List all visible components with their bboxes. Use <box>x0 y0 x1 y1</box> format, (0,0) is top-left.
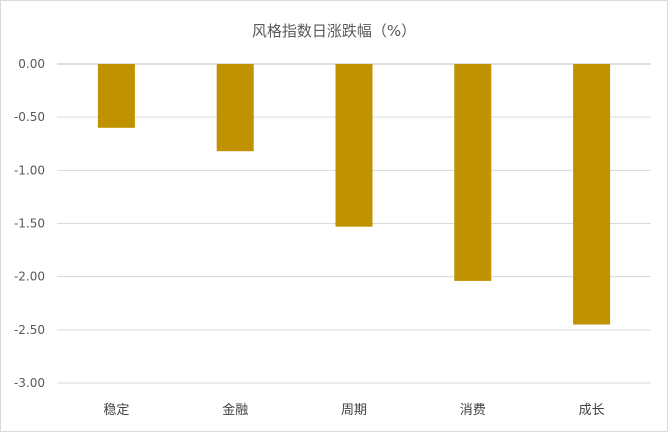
bars <box>97 64 611 325</box>
bar-2 <box>335 64 373 227</box>
y-tick-label: 0.00 <box>18 57 45 71</box>
category-label: 金融 <box>222 402 248 418</box>
y-tick-label: -2.50 <box>14 323 45 337</box>
category-label: 成长 <box>579 403 605 418</box>
category-label: 周期 <box>341 403 367 418</box>
category-label: 稳定 <box>103 402 129 418</box>
y-tick-label: -0.50 <box>14 110 45 124</box>
category-labels: 稳定 金融 周期 消费 成长 <box>103 402 604 418</box>
y-tick-label: -3.00 <box>14 376 45 390</box>
y-tick-label: -1.50 <box>14 217 45 231</box>
bar-1 <box>216 64 254 152</box>
y-tick-label: -2.00 <box>14 270 45 284</box>
bar-4 <box>573 64 611 325</box>
chart-title: 风格指数日涨跌幅（%） <box>252 22 416 40</box>
bar-3 <box>454 64 492 281</box>
y-tick-label: -1.00 <box>14 163 45 177</box>
bar-0 <box>97 64 135 128</box>
y-axis-ticks: 0.00 -0.50 -1.00 -1.50 -2.00 -2.50 -3.00 <box>14 57 45 390</box>
category-label: 消费 <box>460 403 486 418</box>
